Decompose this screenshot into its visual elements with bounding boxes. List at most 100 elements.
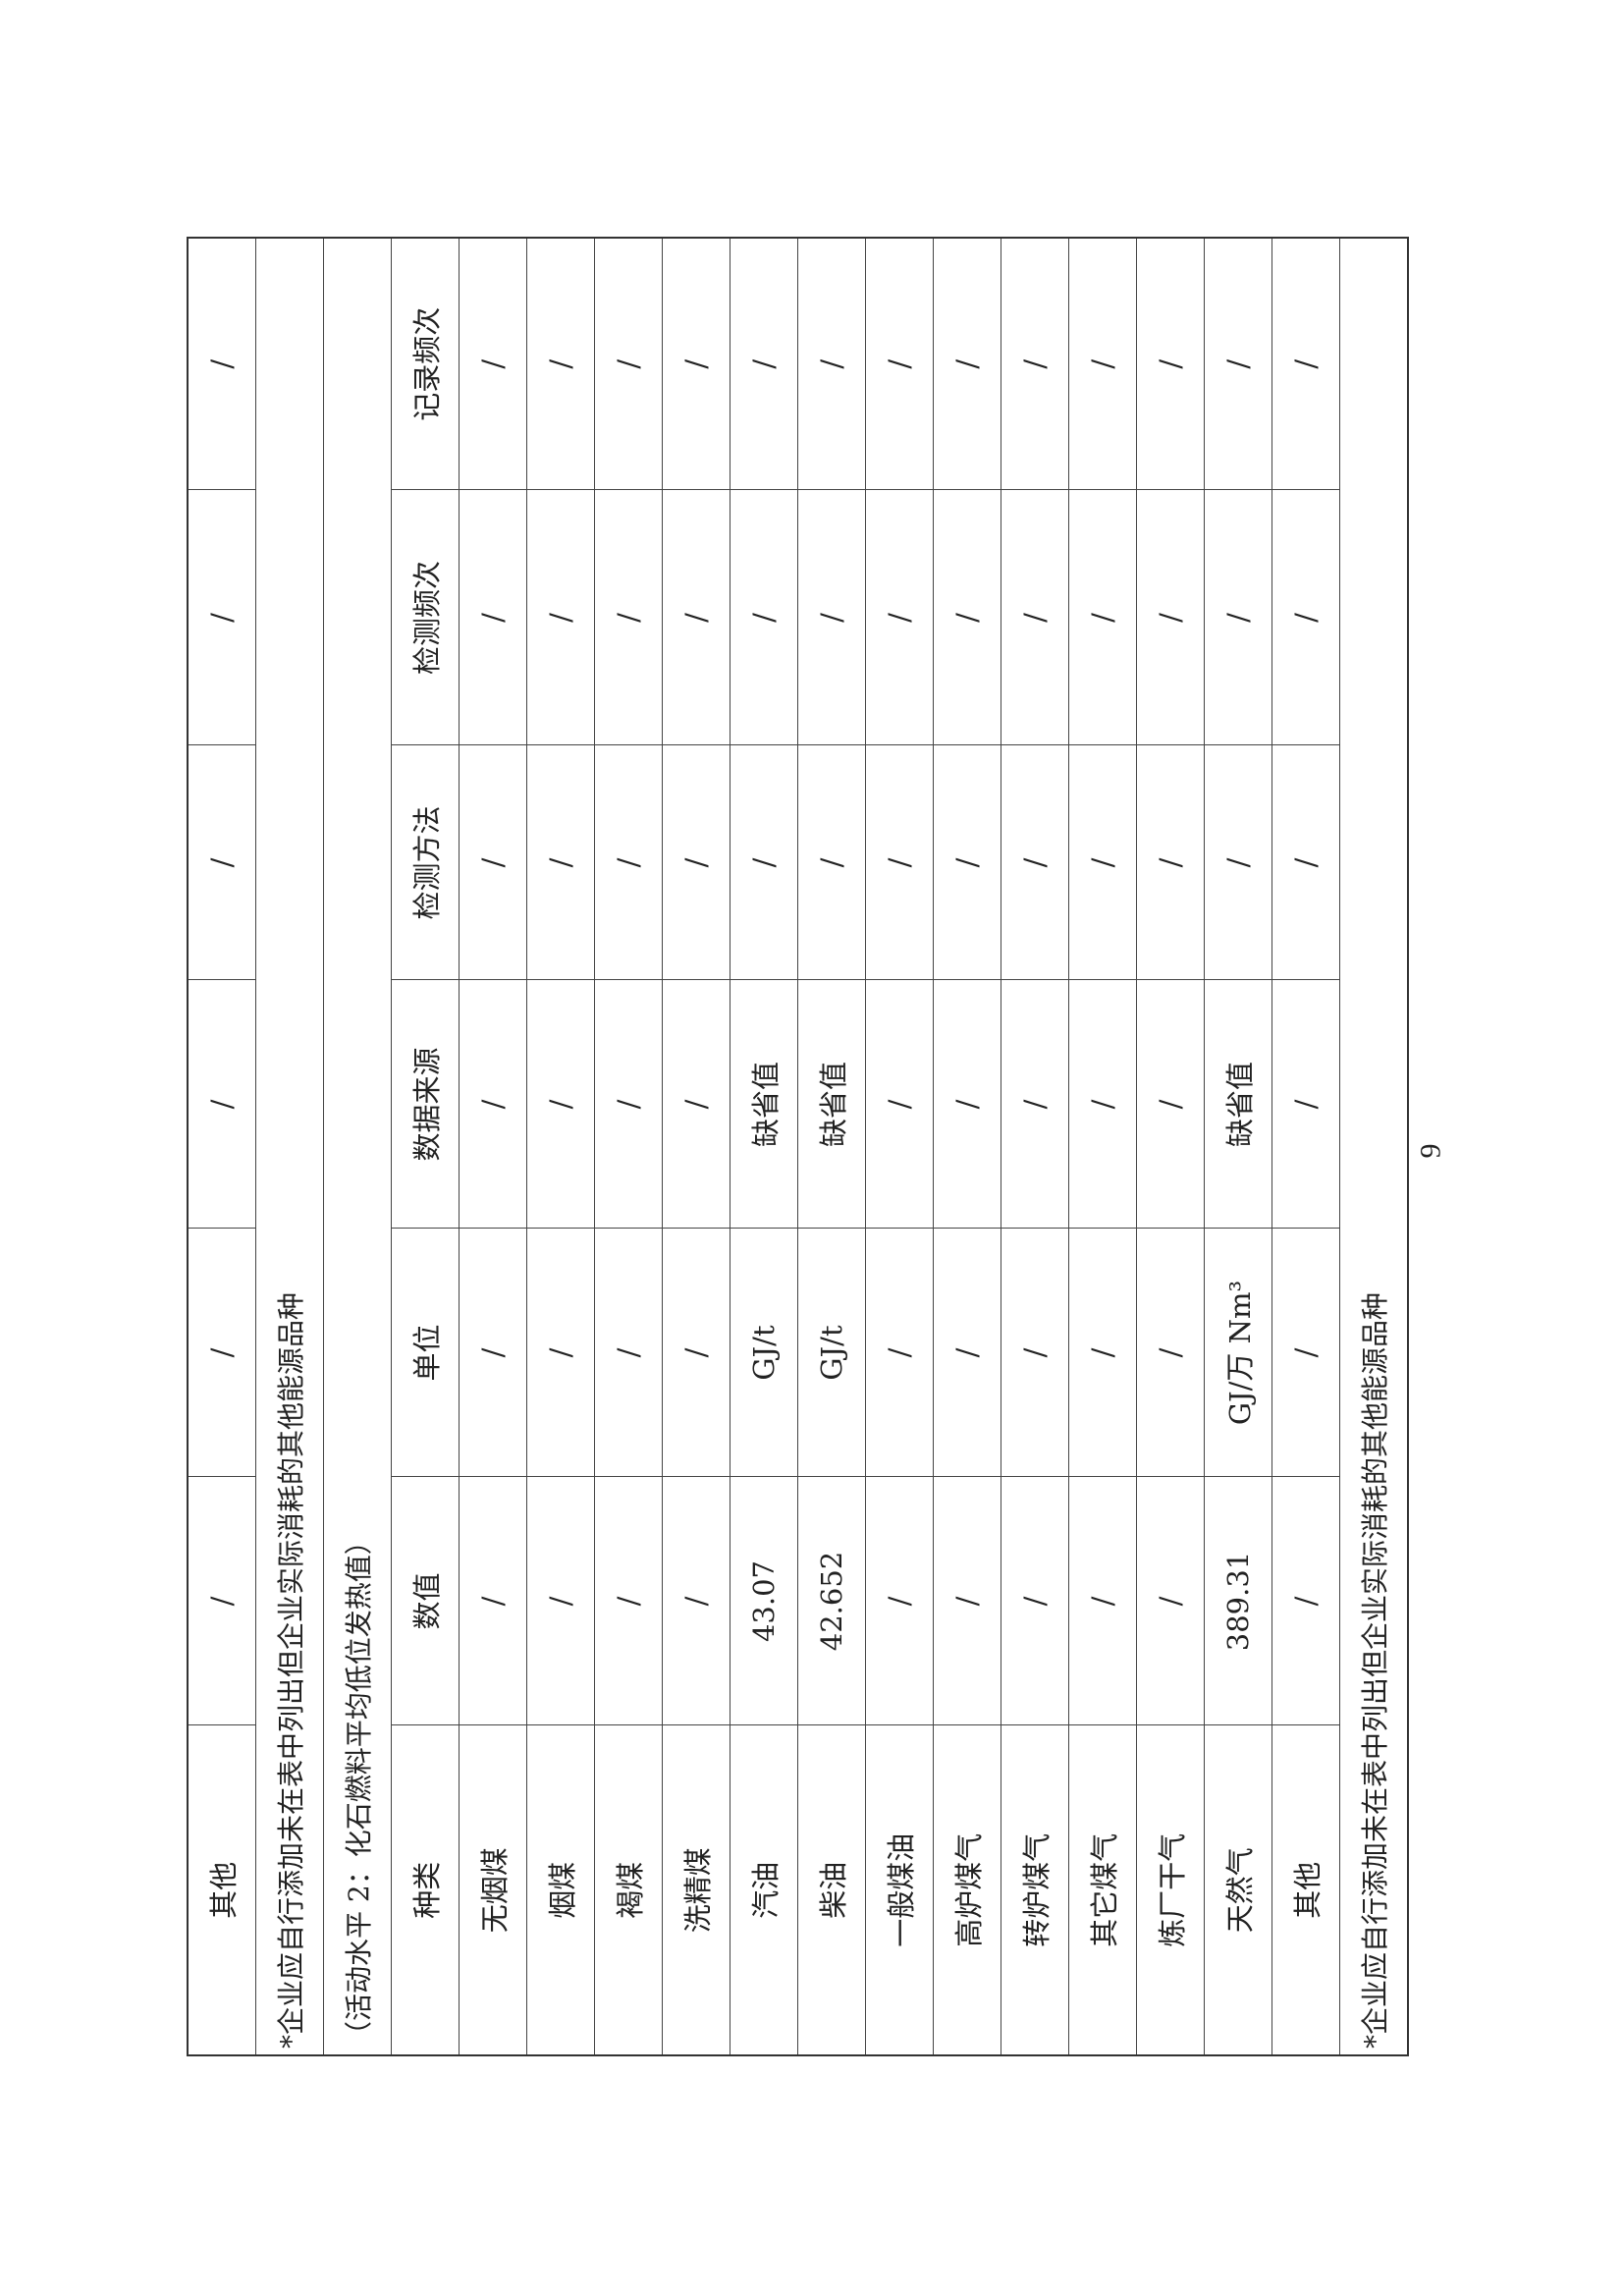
note-text: *企业应自行添加未在表中列出但企业实际消耗的其他能源品种 — [255, 238, 324, 2055]
table-cell: / — [662, 238, 730, 490]
cell: / — [188, 980, 256, 1229]
table-cell: / — [594, 745, 663, 980]
table-cell: 42.652 — [797, 1477, 866, 1725]
cell: / — [188, 1477, 256, 1725]
table-cell: / — [594, 1229, 663, 1477]
page-number: 9 — [1414, 1143, 1447, 1159]
table-cell: / — [1068, 980, 1137, 1229]
column-header: 数据来源 — [391, 980, 460, 1229]
table-cell: / — [933, 980, 1001, 1229]
table-cell: 汽油 — [730, 1725, 798, 2055]
table-cell: / — [1068, 1229, 1137, 1477]
table-cell: / — [1136, 745, 1205, 980]
table-cell: / — [526, 1477, 595, 1725]
table-cell: / — [797, 490, 866, 745]
table-cell: / — [1068, 238, 1137, 490]
table-cell: / — [1001, 1477, 1069, 1725]
table-cell: / — [662, 1477, 730, 1725]
table-cell: / — [1068, 1477, 1137, 1725]
table-cell: / — [662, 745, 730, 980]
table-cell: / — [1001, 490, 1069, 745]
table-cell: / — [459, 490, 527, 745]
table-cell: / — [1068, 490, 1137, 745]
table-cell: 高炉煤气 — [933, 1725, 1001, 2055]
table-cell: 缺省值 — [797, 980, 866, 1229]
table-cell: 一般煤油 — [865, 1725, 934, 2055]
table-cell: / — [662, 490, 730, 745]
table-row: 无烟煤 / / / / / / — [459, 238, 527, 2055]
table-cell: / — [526, 745, 595, 980]
table-row: 其他 / / / / / / — [1271, 238, 1340, 2055]
table-cell: / — [459, 1229, 527, 1477]
table-cell: / — [730, 238, 798, 490]
table-cell: / — [526, 1229, 595, 1477]
footer-note: *企业应自行添加未在表中列出但企业实际消耗的其他能源品种 — [1339, 238, 1408, 2055]
table-cell: / — [459, 1477, 527, 1725]
table-cell: / — [1136, 490, 1205, 745]
header-row: 种类 数值 单位 数据来源 检测方法 检测频次 记录频次 — [391, 238, 460, 2055]
table-cell: / — [1204, 490, 1272, 745]
table-cell: / — [1271, 238, 1340, 490]
table-cell: / — [933, 238, 1001, 490]
column-header: 检测频次 — [391, 490, 460, 745]
table-cell: / — [797, 238, 866, 490]
table-cell: / — [662, 1229, 730, 1477]
table-cell: / — [1271, 745, 1340, 980]
table-cell: 389.31 — [1204, 1477, 1272, 1725]
cell: / — [188, 490, 256, 745]
table-row: 高炉煤气 / / / / / / — [933, 238, 1001, 2055]
table-cell: / — [1271, 1477, 1340, 1725]
column-header: 数值 — [391, 1477, 460, 1725]
table-cell: / — [1136, 1477, 1205, 1725]
table-cell: / — [594, 238, 663, 490]
table-cell: / — [526, 238, 595, 490]
table-cell: / — [865, 490, 934, 745]
table-row: 其它煤气 / / / / / / — [1068, 238, 1137, 2055]
table-cell: / — [526, 980, 595, 1229]
table-row: 一般煤油 / / / / / / — [865, 238, 934, 2055]
table-cell: 炼厂干气 — [1136, 1725, 1205, 2055]
table-cell: / — [459, 980, 527, 1229]
table-cell: / — [1001, 980, 1069, 1229]
table-cell: / — [730, 745, 798, 980]
table-row: 转炉煤气 / / / / / / — [1001, 238, 1069, 2055]
table-row: 炼厂干气 / / / / / / — [1136, 238, 1205, 2055]
table-cell: / — [1271, 1229, 1340, 1477]
table-cell: / — [865, 745, 934, 980]
table-cell: GJ/t — [797, 1229, 866, 1477]
cell: / — [188, 238, 256, 490]
table-cell: 洗精煤 — [662, 1725, 730, 2055]
table-cell: GJ/万 Nm³ — [1204, 1229, 1272, 1477]
table-cell: / — [933, 1229, 1001, 1477]
section-title: （活动水平 2：化石燃料平均低位发热值） — [323, 238, 392, 2055]
footer-note-row: *企业应自行添加未在表中列出但企业实际消耗的其他能源品种 — [1339, 238, 1408, 2055]
table-cell: 烟煤 — [526, 1725, 595, 2055]
table-row: 褐煤 / / / / / / — [594, 238, 663, 2055]
table-cell: / — [1068, 745, 1137, 980]
table-cell: GJ/t — [730, 1229, 798, 1477]
table-cell: 其它煤气 — [1068, 1725, 1137, 2055]
table-row: 汽油 43.07 GJ/t 缺省值 / / / — [730, 238, 798, 2055]
table-cell: / — [594, 490, 663, 745]
table-row: 烟煤 / / / / / / — [526, 238, 595, 2055]
table-cell: / — [1271, 980, 1340, 1229]
table-cell: 其他 — [1271, 1725, 1340, 2055]
table-cell: 43.07 — [730, 1477, 798, 1725]
table-cell: / — [1271, 490, 1340, 745]
section-title-row: （活动水平 2：化石燃料平均低位发热值） — [323, 238, 392, 2055]
table-cell: / — [1136, 980, 1205, 1229]
table-cell: / — [865, 980, 934, 1229]
table-cell: 柴油 — [797, 1725, 866, 2055]
table-cell: 转炉煤气 — [1001, 1725, 1069, 2055]
column-header: 单位 — [391, 1229, 460, 1477]
table-cell: 褐煤 — [594, 1725, 663, 2055]
top-other-row: 其他 / / / / / / — [188, 238, 256, 2055]
table-cell: 缺省值 — [730, 980, 798, 1229]
table-cell: / — [865, 1477, 934, 1725]
table-cell: / — [594, 980, 663, 1229]
cell: 其他 — [188, 1725, 256, 2055]
table-cell: / — [1204, 745, 1272, 980]
fuel-heat-value-table: 其他 / / / / / / *企业应自行添加未在表中列出但企业实际消耗的其他能… — [187, 237, 1409, 2056]
table-cell: / — [526, 490, 595, 745]
table-cell: 无烟煤 — [459, 1725, 527, 2055]
